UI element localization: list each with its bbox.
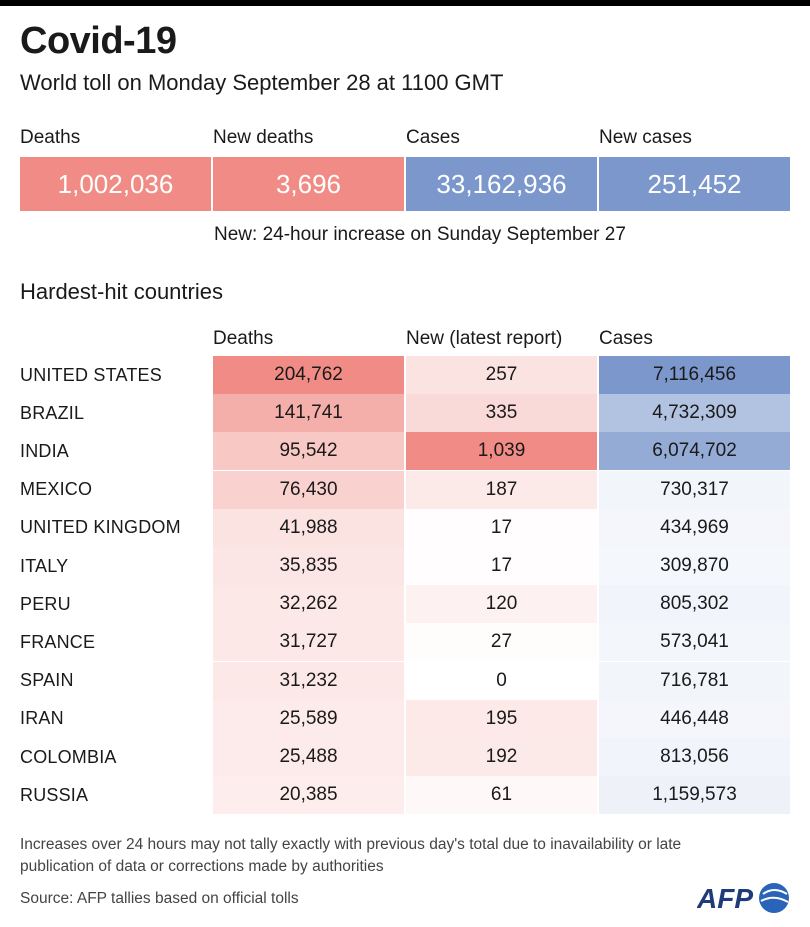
cell-new: 257 <box>406 356 597 394</box>
cell-deaths: 32,262 <box>213 585 404 624</box>
footnote: Increases over 24 hours may not tally ex… <box>20 836 682 875</box>
column-header-cases: Cases <box>599 328 653 349</box>
country-name: UNITED STATES <box>20 364 162 385</box>
cell-cases: 716,781 <box>599 661 790 700</box>
column-header-new: New (latest report) <box>406 328 563 349</box>
cell-new: 27 <box>406 623 597 662</box>
cell-new: 17 <box>406 508 597 547</box>
cell-cases: 434,969 <box>599 508 790 547</box>
cell-cases: 4,732,309 <box>599 394 790 433</box>
country-name: ITALY <box>20 555 69 576</box>
summary-new-deaths-value: 3,696 <box>213 157 404 211</box>
column-header-deaths: Deaths <box>213 328 274 349</box>
summary-note: New: 24-hour increase on Sunday Septembe… <box>214 224 626 245</box>
cell-new: 61 <box>406 776 597 815</box>
country-name: MEXICO <box>20 479 93 500</box>
summary-cases-label: Cases <box>406 127 460 148</box>
cell-deaths: 41,988 <box>213 508 404 547</box>
cell-new: 195 <box>406 699 597 738</box>
top-bar <box>0 0 810 6</box>
chart-title: Covid-19 <box>20 20 177 62</box>
section-title: Hardest-hit countries <box>20 279 223 304</box>
cell-cases: 573,041 <box>599 623 790 662</box>
summary-deaths-value: 1,002,036 <box>20 157 211 211</box>
country-name: PERU <box>20 593 71 614</box>
cell-cases: 309,870 <box>599 547 790 585</box>
country-name: IRAN <box>20 708 64 729</box>
afp-logo-icon: AFP <box>697 883 789 914</box>
cell-cases: 805,302 <box>599 585 790 624</box>
afp-logo-text: AFP <box>697 883 753 914</box>
summary-new-cases-label: New cases <box>599 127 692 148</box>
cell-new: 335 <box>406 394 597 433</box>
cell-cases: 730,317 <box>599 470 790 509</box>
cell-cases: 7,116,456 <box>599 356 790 394</box>
cell-cases: 813,056 <box>599 738 790 776</box>
cell-deaths: 95,542 <box>213 432 404 471</box>
chart-subtitle: World toll on Monday September 28 at 110… <box>20 70 504 95</box>
cell-deaths: 76,430 <box>213 470 404 509</box>
summary-cases-value: 33,162,936 <box>406 157 597 211</box>
country-name: RUSSIA <box>20 784 89 805</box>
cell-new: 17 <box>406 547 597 585</box>
cell-deaths: 20,385 <box>213 776 404 815</box>
cell-new: 1,039 <box>406 432 597 471</box>
cell-new: 0 <box>406 661 597 700</box>
summary-new-deaths-label: New deaths <box>213 127 314 148</box>
cell-new: 187 <box>406 470 597 509</box>
cell-deaths: 25,589 <box>213 699 404 738</box>
country-name: BRAZIL <box>20 402 85 423</box>
cell-deaths: 204,762 <box>213 356 404 394</box>
country-name: SPAIN <box>20 670 74 691</box>
summary-new-cases-value: 251,452 <box>599 157 790 211</box>
summary-deaths-label: Deaths <box>20 127 81 148</box>
source-note: Source: AFP tallies based on official to… <box>20 890 299 907</box>
cell-new: 120 <box>406 585 597 624</box>
cell-deaths: 35,835 <box>213 547 404 585</box>
cell-deaths: 141,741 <box>213 394 404 433</box>
cell-new: 192 <box>406 738 597 776</box>
cell-cases: 6,074,702 <box>599 432 790 471</box>
country-name: UNITED KINGDOM <box>20 517 181 538</box>
country-name: COLOMBIA <box>20 746 117 767</box>
cell-cases: 446,448 <box>599 699 790 738</box>
cell-deaths: 25,488 <box>213 738 404 776</box>
country-name: FRANCE <box>20 631 96 652</box>
cell-deaths: 31,232 <box>213 661 404 700</box>
country-name: INDIA <box>20 440 70 461</box>
cell-cases: 1,159,573 <box>599 776 790 815</box>
cell-deaths: 31,727 <box>213 623 404 662</box>
